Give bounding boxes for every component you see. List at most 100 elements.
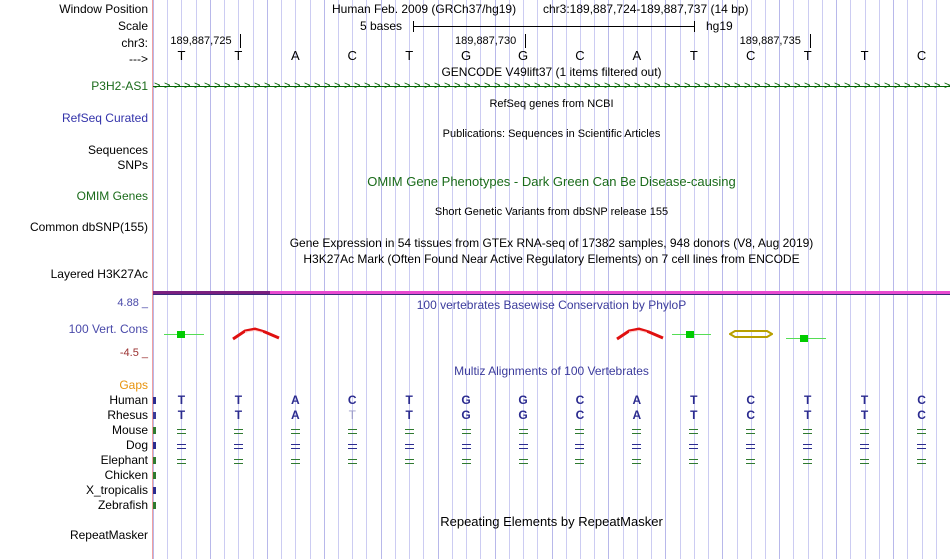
gene-direction-arrow: > [304,80,311,92]
alignment-cell: T [405,393,413,407]
alignment-cell [438,454,495,467]
assembly-db-label: hg19 [706,19,733,33]
reference-base: C [916,48,927,63]
gridline [537,0,538,559]
label-common-dbsnp[interactable]: Common dbSNP(155) [29,220,148,234]
alignment-cell [665,469,722,482]
label-species-human[interactable]: Human [109,393,148,407]
alignment-cell: T [860,408,869,422]
label-species-x-tropicalis[interactable]: X_tropicalis [85,483,148,497]
gridline [665,0,666,559]
alignment-cell [381,424,438,437]
label-species-chicken[interactable]: Chicken [104,468,148,482]
gridline [822,0,823,559]
gene-direction-arrow: > [524,80,531,92]
h3k27ac-title: H3K27Ac Mark (Often Found Near Active Re… [303,252,800,266]
gridline [680,0,681,559]
gridline [381,0,382,559]
alignment-cell: A [632,408,642,422]
gene-strand-line [153,86,950,87]
gene-direction-arrow: > [794,80,801,92]
alignment-cell: T [177,393,186,407]
label-repeatmasker[interactable]: RepeatMasker [69,528,148,542]
species-row-marker [153,502,156,509]
alignment-cell [722,454,779,467]
refseq-title: RefSeq genes from NCBI [489,98,614,110]
gene-direction-arrow: > [944,80,950,92]
label-refseq-curated[interactable]: RefSeq Curated [61,111,148,125]
alignment-cell [267,439,324,452]
reference-base: A [632,48,642,63]
gene-direction-arrow: > [554,80,561,92]
gene-direction-arrow: > [654,80,661,92]
gene-direction-arrow: > [864,80,871,92]
label-gaps[interactable]: Gaps [119,378,148,392]
label-sequences[interactable]: Sequences [87,143,148,157]
alignment-cell [495,439,552,452]
cons-positive-bar-1 [177,331,185,338]
label-gene-p3h2-as1[interactable]: P3H2-AS1 [91,79,148,93]
alignment-cell [438,499,495,512]
label-species-zebrafish[interactable]: Zebrafish [97,498,148,512]
label-species-rhesus[interactable]: Rhesus [107,408,148,422]
gridline [466,0,467,559]
gene-direction-arrow: > [824,80,831,92]
reference-base: C [746,48,756,63]
gene-direction-arrow: > [904,80,911,92]
gridline [708,0,709,559]
gridline [509,0,510,559]
gridline [324,0,325,559]
label-layered-h3k27ac[interactable]: Layered H3K27Ac [50,267,148,281]
alignment-cell [324,469,381,482]
gene-direction-arrow: > [764,80,771,92]
gridline [580,0,581,559]
gene-direction-arrow: > [854,80,861,92]
alignment-cell: T [405,408,413,422]
alignment-cell [722,424,779,437]
gridline [637,0,638,559]
gene-direction-arrow: > [414,80,421,92]
label-species-dog[interactable]: Dog [125,438,148,452]
gene-direction-arrow: > [874,80,881,92]
alignment-cell: C [347,393,357,407]
gene-direction-arrow: > [814,80,821,92]
gene-direction-arrow: > [324,80,331,92]
gridline [167,0,168,559]
reference-base: T [689,48,698,63]
label-snps[interactable]: SNPs [117,158,148,172]
gene-feature-track[interactable]: > > > > > > > > > > > > > > > > > > > > > > > > > > > > > > > > > > > > > > > >… [153,81,950,92]
browser-data-panel[interactable]: Human Feb. 2009 (GRCh37/hg19) chr3:189,8… [153,0,950,559]
scale-value: 5 bases [360,19,403,33]
gene-direction-arrow: > [914,80,921,92]
gridline [922,0,923,559]
alignment-cell [153,424,210,437]
alignment-cell [381,484,438,497]
scale-bar-left-cap [413,21,414,32]
gene-direction-arrow: > [754,80,761,92]
gene-direction-arrow: > [454,80,461,92]
label-species-elephant[interactable]: Elephant [100,453,148,467]
alignment-cell [381,454,438,467]
cons-positive-bar-2 [686,331,694,338]
gridline [438,0,439,559]
h3k27ac-signal-segment-a[interactable] [153,291,270,294]
gridline [480,0,481,559]
label-100-vert-cons[interactable]: 100 Vert. Cons [68,322,148,336]
gridline [295,0,296,559]
label-omim-genes[interactable]: OMIM Genes [76,189,148,203]
label-species-mouse[interactable]: Mouse [111,423,148,437]
gene-direction-arrow: > [514,80,521,92]
alignment-cell [552,424,609,437]
gridline [495,0,496,559]
gridline [623,0,624,559]
alignment-cell [836,439,893,452]
alignment-cell [608,454,665,467]
gene-direction-arrow: > [244,80,251,92]
h3k27ac-signal-segment-b[interactable] [270,291,950,294]
alignment-cell [893,484,950,497]
gene-direction-arrow: > [644,80,651,92]
gridline [224,0,225,559]
gene-direction-arrow: > [844,80,851,92]
alignment-cell [608,499,665,512]
